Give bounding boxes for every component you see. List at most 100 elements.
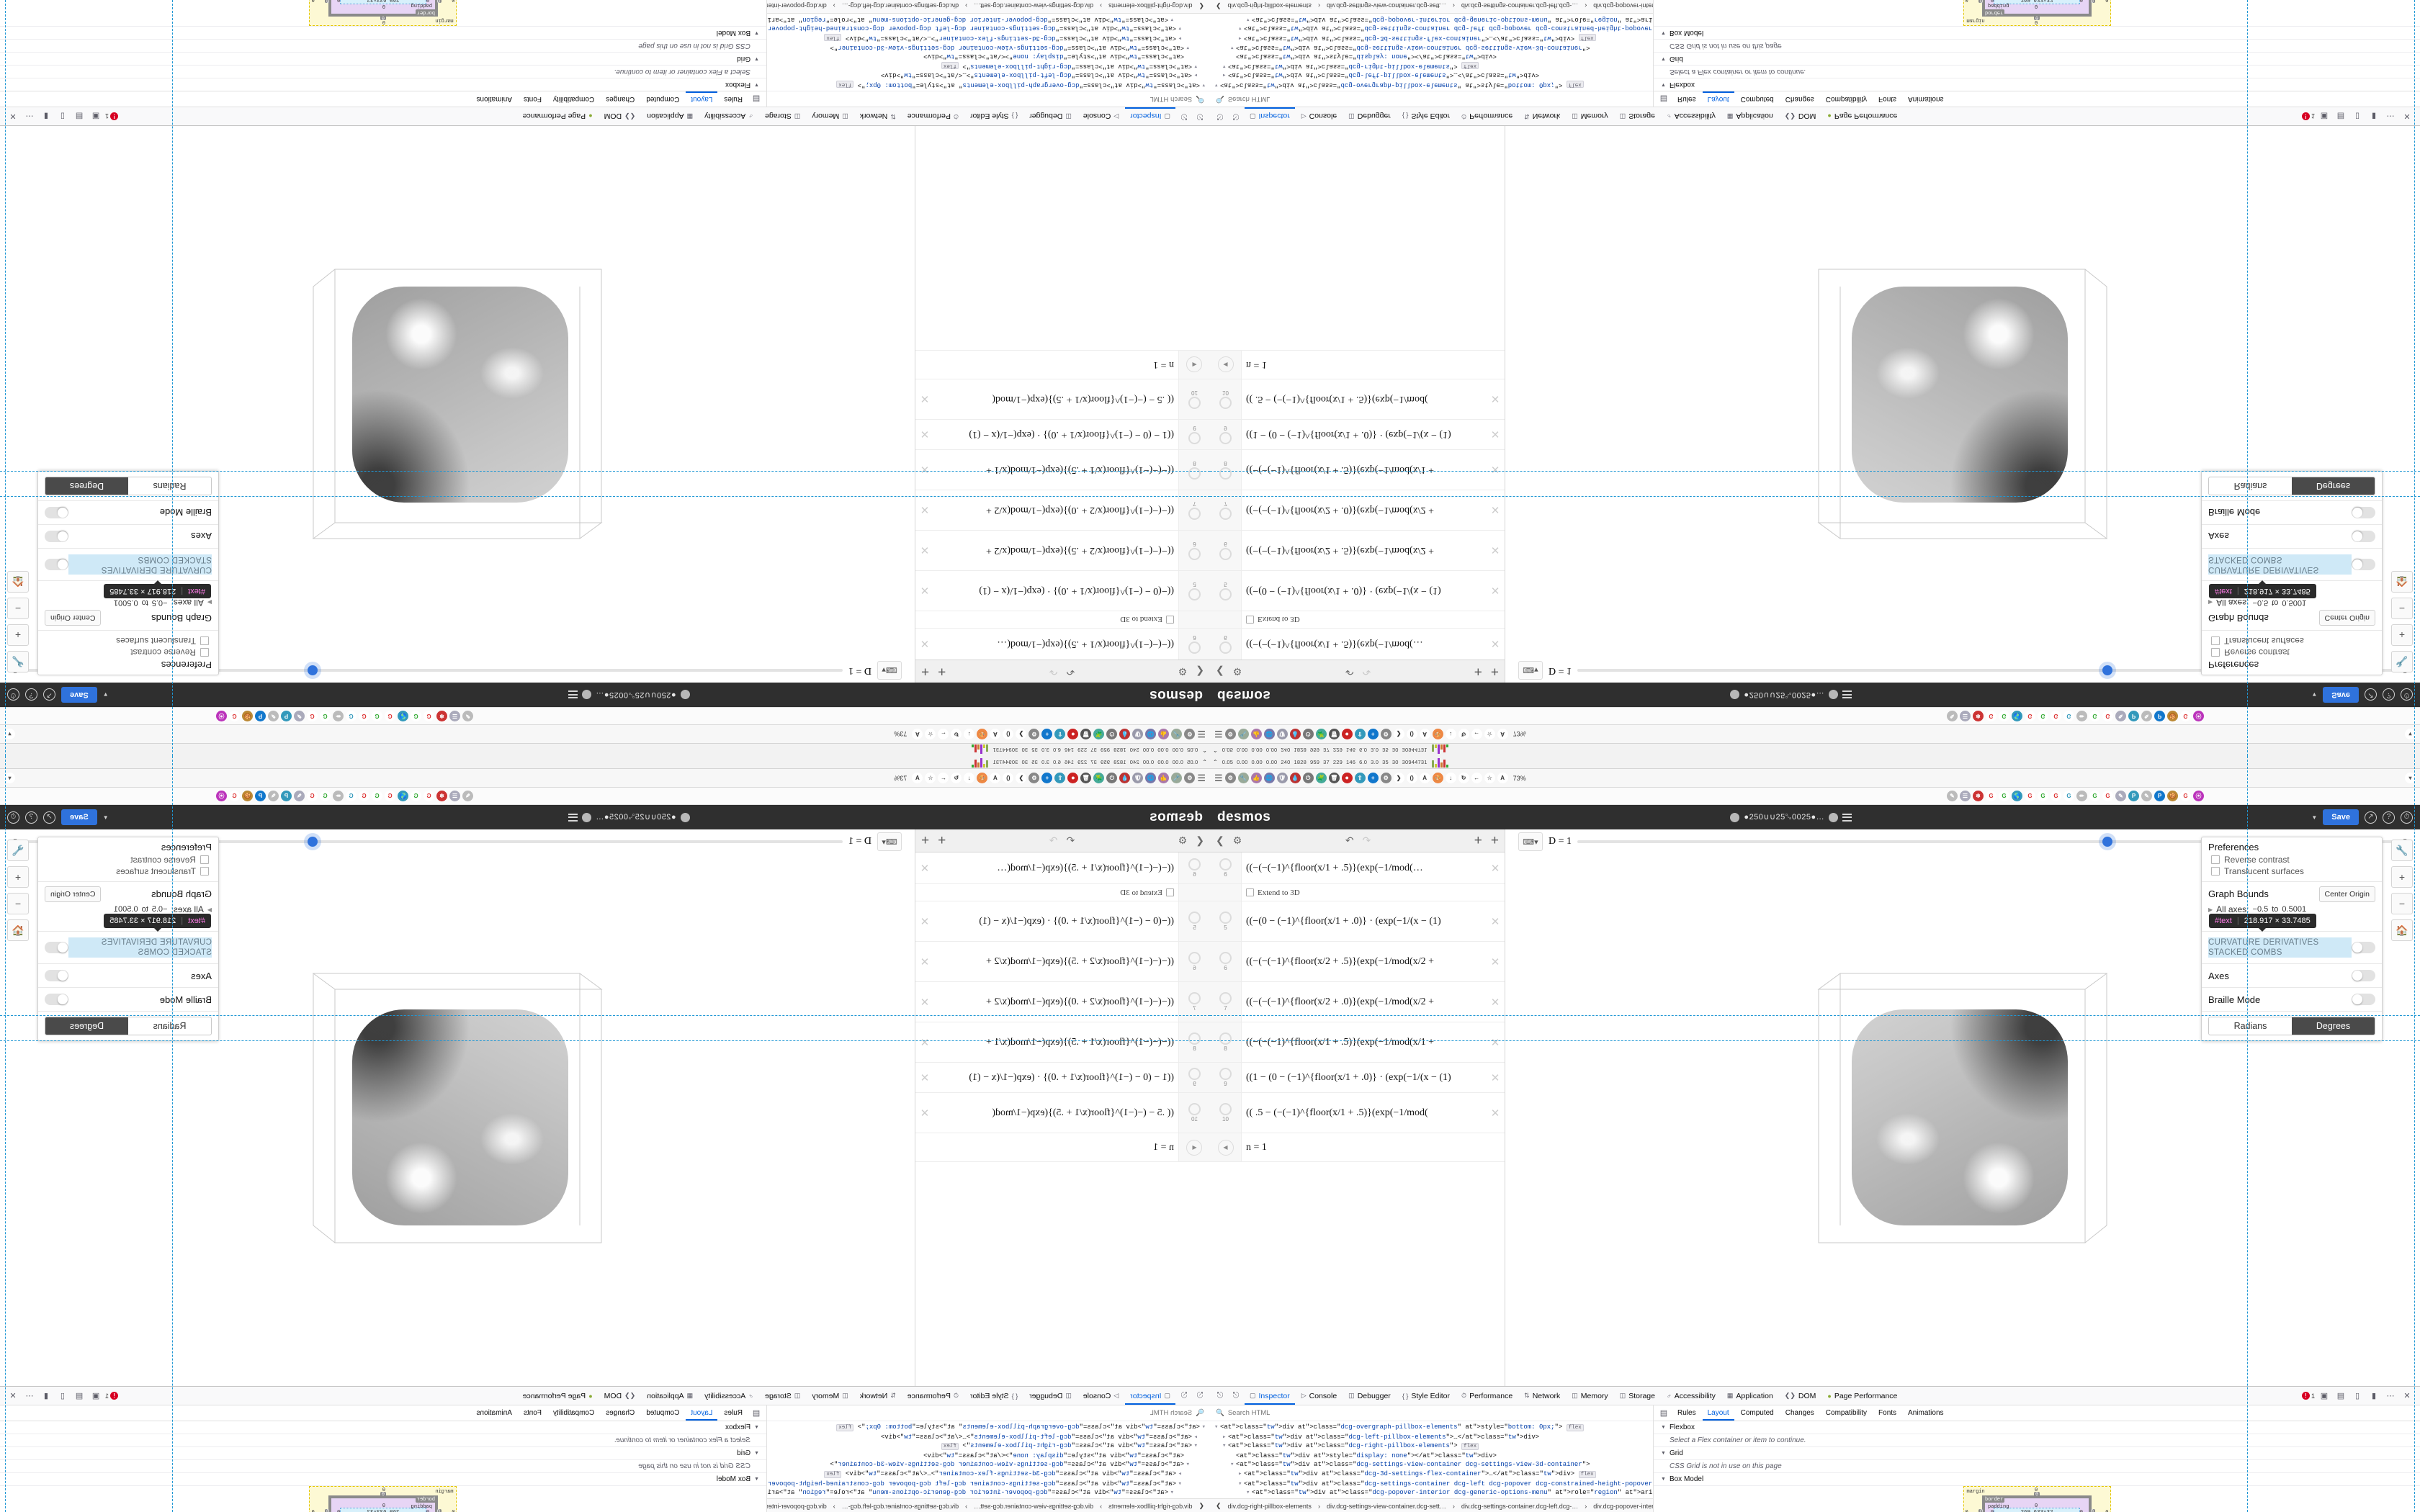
dock-bottom-icon[interactable]: ▯ (2354, 1392, 2360, 1400)
markup-node[interactable]: ▾<at">class="tw">div at">class="dcg-righ… (1211, 60, 1653, 71)
tab-page-performance[interactable]: ● Page Performance (1827, 112, 1898, 121)
reverse-contrast-checkbox[interactable]: Reverse contrast (2208, 647, 2375, 658)
flexbox-section-header[interactable]: ▼ Flexbox (0, 1421, 766, 1434)
tab-storage[interactable]: ◫ Storage (1619, 112, 1655, 121)
axes-toggle-row[interactable]: Axes (2202, 524, 2382, 548)
markup-node[interactable]: ▾<at">class="tw">div at">class="dcg-over… (767, 79, 1209, 89)
chevron-right-icon[interactable]: ▶ (2208, 906, 2213, 913)
search-html-row[interactable]: 🔍 Search HTML (1210, 1405, 1653, 1421)
angle-mode-segmented[interactable]: Radians Degrees (45, 477, 212, 495)
expression-color-swatch[interactable] (1219, 467, 1232, 480)
braille-toggle[interactable] (2352, 507, 2375, 518)
expression-formula[interactable]: (( .5 − (−(−1)^{floor(x/1 + .5)}(exp(−1/… (1246, 394, 1428, 405)
braille-toggle-row[interactable]: Braille Mode (38, 988, 218, 1012)
magenta-icon[interactable]: ⦿ (216, 791, 227, 801)
delete-expression-button[interactable]: ✕ (1490, 428, 1500, 441)
cookie-icon[interactable]: 🍪 (2167, 711, 2178, 721)
tab-style-editor[interactable]: { } Style Editor (969, 112, 1018, 121)
google-icon-5[interactable]: G (2051, 791, 2061, 801)
border-top-value[interactable]: 0 (380, 1492, 386, 1498)
list-item[interactable]: 7 ((−(−(−1)^{floor(x/2 + .0)}(exp(−1/mod… (915, 982, 1210, 1022)
chevron-down-icon[interactable]: ▼ (1661, 82, 1666, 87)
plus-circle-icon[interactable]: + (1041, 773, 1053, 783)
zoom-out-button[interactable]: − (2391, 893, 2413, 914)
boxmodel-section-header[interactable]: ▼ Box Model (1654, 1473, 2420, 1486)
delete-expression-button[interactable]: ✕ (920, 584, 930, 597)
slider-knob[interactable] (308, 665, 318, 675)
expression-formula[interactable]: ((−(−(−1)^{floor(x/1 + .5)}(exp(−1/mod(… (997, 862, 1174, 873)
stacked-combs-toggle[interactable] (45, 942, 68, 953)
bound-max-input[interactable]: 0.5001 (2282, 598, 2307, 607)
list-item[interactable]: 10 (( .5 − (−(−1)^{floor(x/1 + .5)}(exp(… (915, 379, 1210, 419)
pick-element-icon[interactable]: ⎋ (1232, 1391, 1240, 1400)
braille-toggle[interactable] (45, 994, 68, 1005)
markup-node[interactable]: ▾<at">class="tw">div at">class="dcg-sett… (1230, 1461, 1590, 1469)
center-origin-button[interactable]: Center Origin (2318, 886, 2375, 902)
record-icon[interactable]: ⏺ (1341, 773, 1353, 783)
trash-icon[interactable]: 🗑 (1080, 729, 1092, 739)
breadcrumb[interactable]: ❮ div.dcg-right-pillbox-elements › div.dcg-… (1210, 0, 1653, 14)
delete-expression-button[interactable]: ✕ (920, 428, 930, 441)
chevron-down-icon[interactable]: ▼ (2311, 691, 2318, 698)
chevron-right-icon[interactable]: ▶ (2208, 599, 2213, 606)
breadcrumb-item[interactable]: div.dcg-right-pillbox-elements (1227, 1502, 1312, 1510)
bound-min-input[interactable]: −0.5 (2252, 905, 2269, 914)
bound-min-input[interactable]: −0.5 (2252, 598, 2269, 607)
breadcrumb-scroll-left[interactable]: ❮ (1216, 3, 1222, 10)
markup-tree[interactable]: ▾<at">class="tw">div at">class="dcg-over… (767, 14, 1210, 91)
breadcrumb-item[interactable]: div.dcg-settings-container.dcg-left.dcg-… (1461, 2, 1579, 10)
markup-node[interactable]: <at">class="tw">div at">style="display: … (1236, 1452, 1497, 1459)
gear-icon[interactable]: ⚙ (1232, 834, 1242, 846)
puzzle-icon[interactable]: 🧩 (1093, 773, 1105, 783)
google-icon-9[interactable]: G (229, 711, 240, 721)
clock-icon[interactable]: ⏱ (2401, 811, 2413, 824)
markup-node[interactable]: ▾<at">class="tw">div at">class="dcg-over… (767, 1423, 1209, 1433)
expression-toolbar[interactable]: ❮ ⚙ ↶ ↷ + + (1210, 829, 1505, 852)
degrees-option[interactable]: Degrees (45, 477, 128, 495)
boxmodel-section-header[interactable]: ▼ Box Model (1654, 26, 2420, 39)
list-item[interactable]: Extend to 3D (1210, 884, 1505, 901)
settings-icon[interactable]: ⚙ (1028, 773, 1040, 783)
tab-style-editor[interactable]: { } Style Editor (1402, 112, 1451, 121)
extend-to-3d-checkbox[interactable]: Extend to 3D (1246, 613, 1300, 627)
expression-formula[interactable]: ((−(−(−1)^{floor(x/2 + .5)}(exp(−1/mod(x… (1246, 545, 1434, 557)
expression-color-swatch[interactable] (1219, 1032, 1232, 1045)
google-icon-7[interactable]: G (320, 711, 331, 721)
p-icon-1[interactable]: P (281, 791, 292, 801)
extension-toolbar-secondary[interactable]: ✎ ☰ ❄ G G 🌎 G G G G ✏ G G ✎ P ✎ P 🍪 G ⦿ (1210, 788, 2420, 805)
add-expression-button[interactable]: + (938, 832, 946, 848)
graph-title[interactable]: ●250∪∪25␐0025●… (1744, 690, 1825, 699)
expression-formula[interactable]: ((1 − (0 − (−1)^{floor(x/1 + .0)} · (exp… (969, 1071, 1174, 1083)
battery-icon[interactable]: ⏻ (1106, 773, 1118, 783)
checkbox-icon[interactable] (200, 648, 209, 657)
subtab-changes[interactable]: Changes (1785, 95, 1814, 103)
google-icon-4[interactable]: G (372, 711, 382, 721)
expression-formula[interactable]: ((−(0 − (−1)^{floor(x/1 + .0)} · (exp(−1… (1246, 915, 1441, 927)
wrench-icon[interactable]: 🔧 (1171, 773, 1183, 783)
google-icon-3[interactable]: G (385, 711, 395, 721)
tab-inspector[interactable]: ▢ Inspector (1125, 1387, 1175, 1405)
star-icon[interactable]: ☆ (1484, 729, 1495, 739)
markup-node[interactable]: ▾<at">class="tw">div at">class="dcg-popo… (1246, 1489, 1653, 1497)
battery-icon[interactable]: ⏻ (1302, 729, 1314, 739)
p-icon-2[interactable]: P (2154, 711, 2165, 721)
dock-side-icon[interactable]: ▮ (43, 1392, 49, 1400)
breadcrumb[interactable]: ❮ div.dcg-right-pillbox-elements › div.dcg-… (767, 1498, 1210, 1512)
flexbox-section-header[interactable]: ▼ Flexbox (1654, 78, 2420, 91)
tab-dom[interactable]: ❮❯ DOM (604, 1391, 636, 1400)
wrench-icon[interactable]: 🔧 (2391, 651, 2413, 672)
margin-top-value[interactable]: 0 (2035, 1488, 2038, 1493)
checkbox-icon[interactable] (1246, 888, 1254, 896)
subtab-layout[interactable]: Layout (1703, 91, 1734, 107)
record-icon[interactable]: ⏺ (1067, 773, 1079, 783)
markup-node[interactable]: ▾<at">class="tw">div at">class="dcg-sett… (830, 1461, 1190, 1469)
graph-canvas[interactable]: ⌨▾ D = 1 5 (0, 829, 915, 1386)
prev-frame-button[interactable]: ◀ (1186, 1139, 1203, 1156)
breadcrumb-item[interactable]: div.dcg-settings-view-container.dcg-sett… (1326, 1502, 1446, 1510)
globe-icon[interactable]: 🌐 (1263, 729, 1275, 739)
list-item[interactable]: 6 ((−(−(−1)^{floor(x/2 + .5)}(exp(−1/mod… (915, 530, 1210, 570)
google-icon-8[interactable]: G (2102, 791, 2113, 801)
margin-right-value[interactable]: 0 (2105, 1510, 2108, 1512)
upload-icon[interactable]: ⇧ (1054, 729, 1066, 739)
radians-option[interactable]: Radians (2233, 481, 2267, 491)
